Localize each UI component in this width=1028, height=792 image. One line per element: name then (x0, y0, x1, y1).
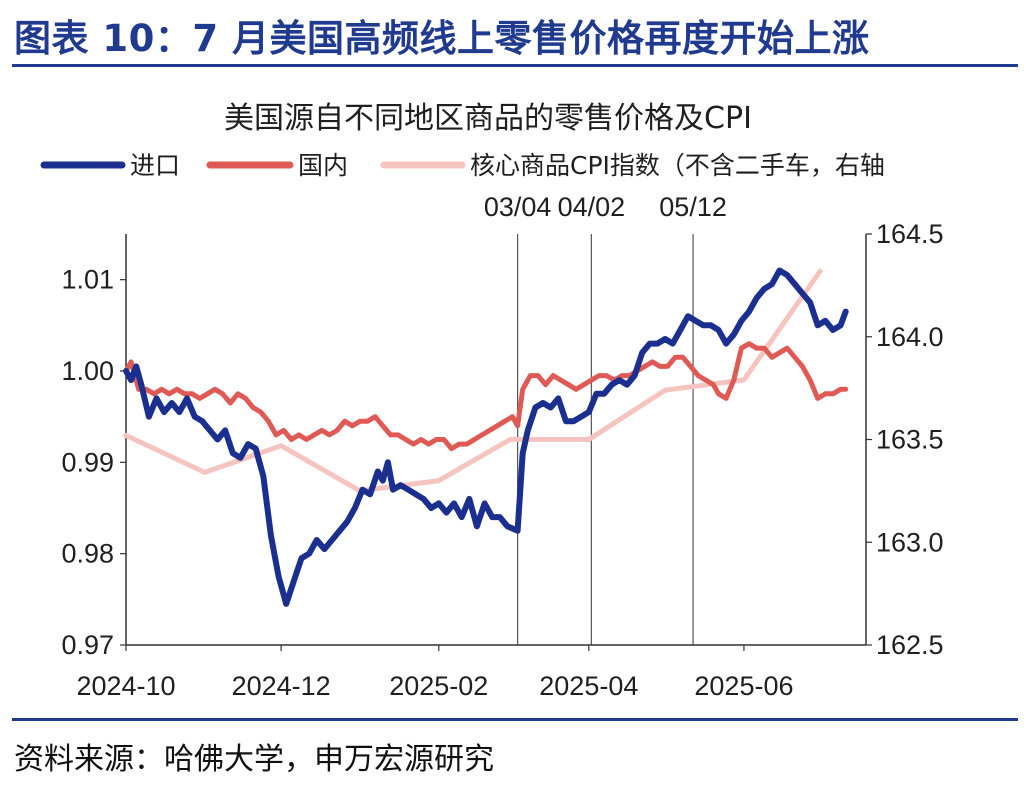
footer-divider (12, 718, 1018, 721)
x-tick-label: 2024-10 (76, 671, 175, 701)
series-layer (123, 267, 849, 607)
x-tick-label: 2025-02 (389, 671, 488, 701)
y-right-tick-label: 164.0 (876, 322, 944, 352)
chart: 美国源自不同地区商品的零售价格及CPI 进口 国内 核心商品CPI指数（不含二手车，… (40, 101, 944, 701)
y-left-tick-label: 1.00 (61, 356, 114, 386)
y-left-tick-label: 0.97 (61, 630, 114, 660)
y-right-tick-label: 163.0 (876, 527, 944, 557)
series-line-2 (123, 268, 823, 494)
event-label: 03/04 (484, 192, 552, 222)
legend-label: 核心商品CPI指数（不含二手车，右轴 (470, 151, 885, 180)
y-right-tick-label: 162.5 (876, 630, 944, 660)
legend: 进口 国内 核心商品CPI指数（不含二手车，右轴 (40, 151, 885, 180)
legend-label: 进口 (130, 151, 180, 180)
x-tick-label: 2025-04 (539, 671, 638, 701)
x-tick-label: 2024-12 (232, 671, 331, 701)
event-label: 05/12 (659, 192, 727, 222)
x-tick-label: 2025-06 (694, 671, 793, 701)
page-title: 图表 10：7 月美国高频线上零售价格再度开始上涨 (14, 17, 870, 60)
axes: 0.97 0.98 0.99 1.00 1.01 162.5 163.0 163.5 164.0… (61, 219, 943, 701)
event-lines: 03/04 04/02 05/12 (484, 192, 727, 645)
y-left-tick-label: 0.99 (61, 447, 114, 477)
y-right-tick-label: 164.5 (876, 219, 944, 249)
chart-title: 美国源自不同地区商品的零售价格及CPI (224, 101, 752, 136)
y-right-tick-label: 163.5 (876, 425, 944, 455)
title-divider (12, 64, 1018, 67)
source-note: 资料来源：哈佛大学，申万宏源研究 (14, 742, 494, 777)
event-label: 04/02 (558, 192, 626, 222)
y-left-tick-label: 0.98 (61, 539, 114, 569)
series-line-0 (123, 267, 849, 607)
legend-label: 国内 (298, 151, 348, 180)
series-line-1 (123, 341, 849, 452)
y-left-tick-label: 1.01 (61, 265, 114, 295)
